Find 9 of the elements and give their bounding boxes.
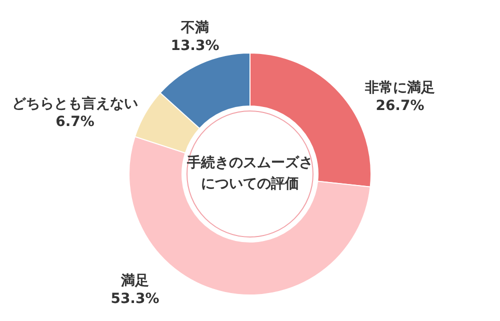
slice-label: どちらとも言えない xyxy=(12,95,138,112)
slice-label: 不満 xyxy=(180,20,209,36)
slice-label: 満足 xyxy=(120,273,149,289)
data-label: 53.3% xyxy=(110,291,160,307)
data-label: 13.3% xyxy=(170,38,220,54)
data-label: 6.7% xyxy=(56,114,94,130)
text: 手続きのスムーズさについての評価 xyxy=(186,154,314,194)
data-label: 26.7% xyxy=(376,98,424,114)
slice-label: 非常に満足 xyxy=(364,80,435,96)
